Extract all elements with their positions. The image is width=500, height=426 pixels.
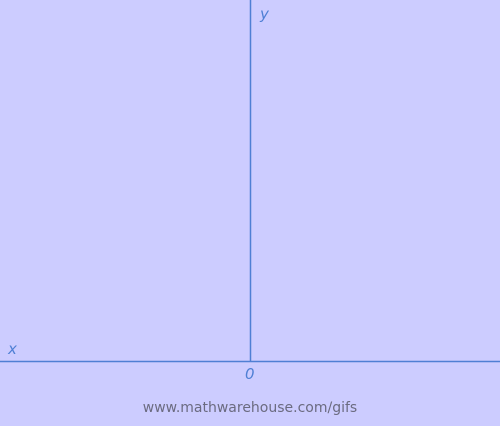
origin-label: 0 <box>245 365 255 383</box>
x-axis-label: x <box>8 340 17 358</box>
y-axis-label: y <box>260 5 269 23</box>
watermark-text: www.mathwarehouse.com/gifs <box>142 400 358 416</box>
